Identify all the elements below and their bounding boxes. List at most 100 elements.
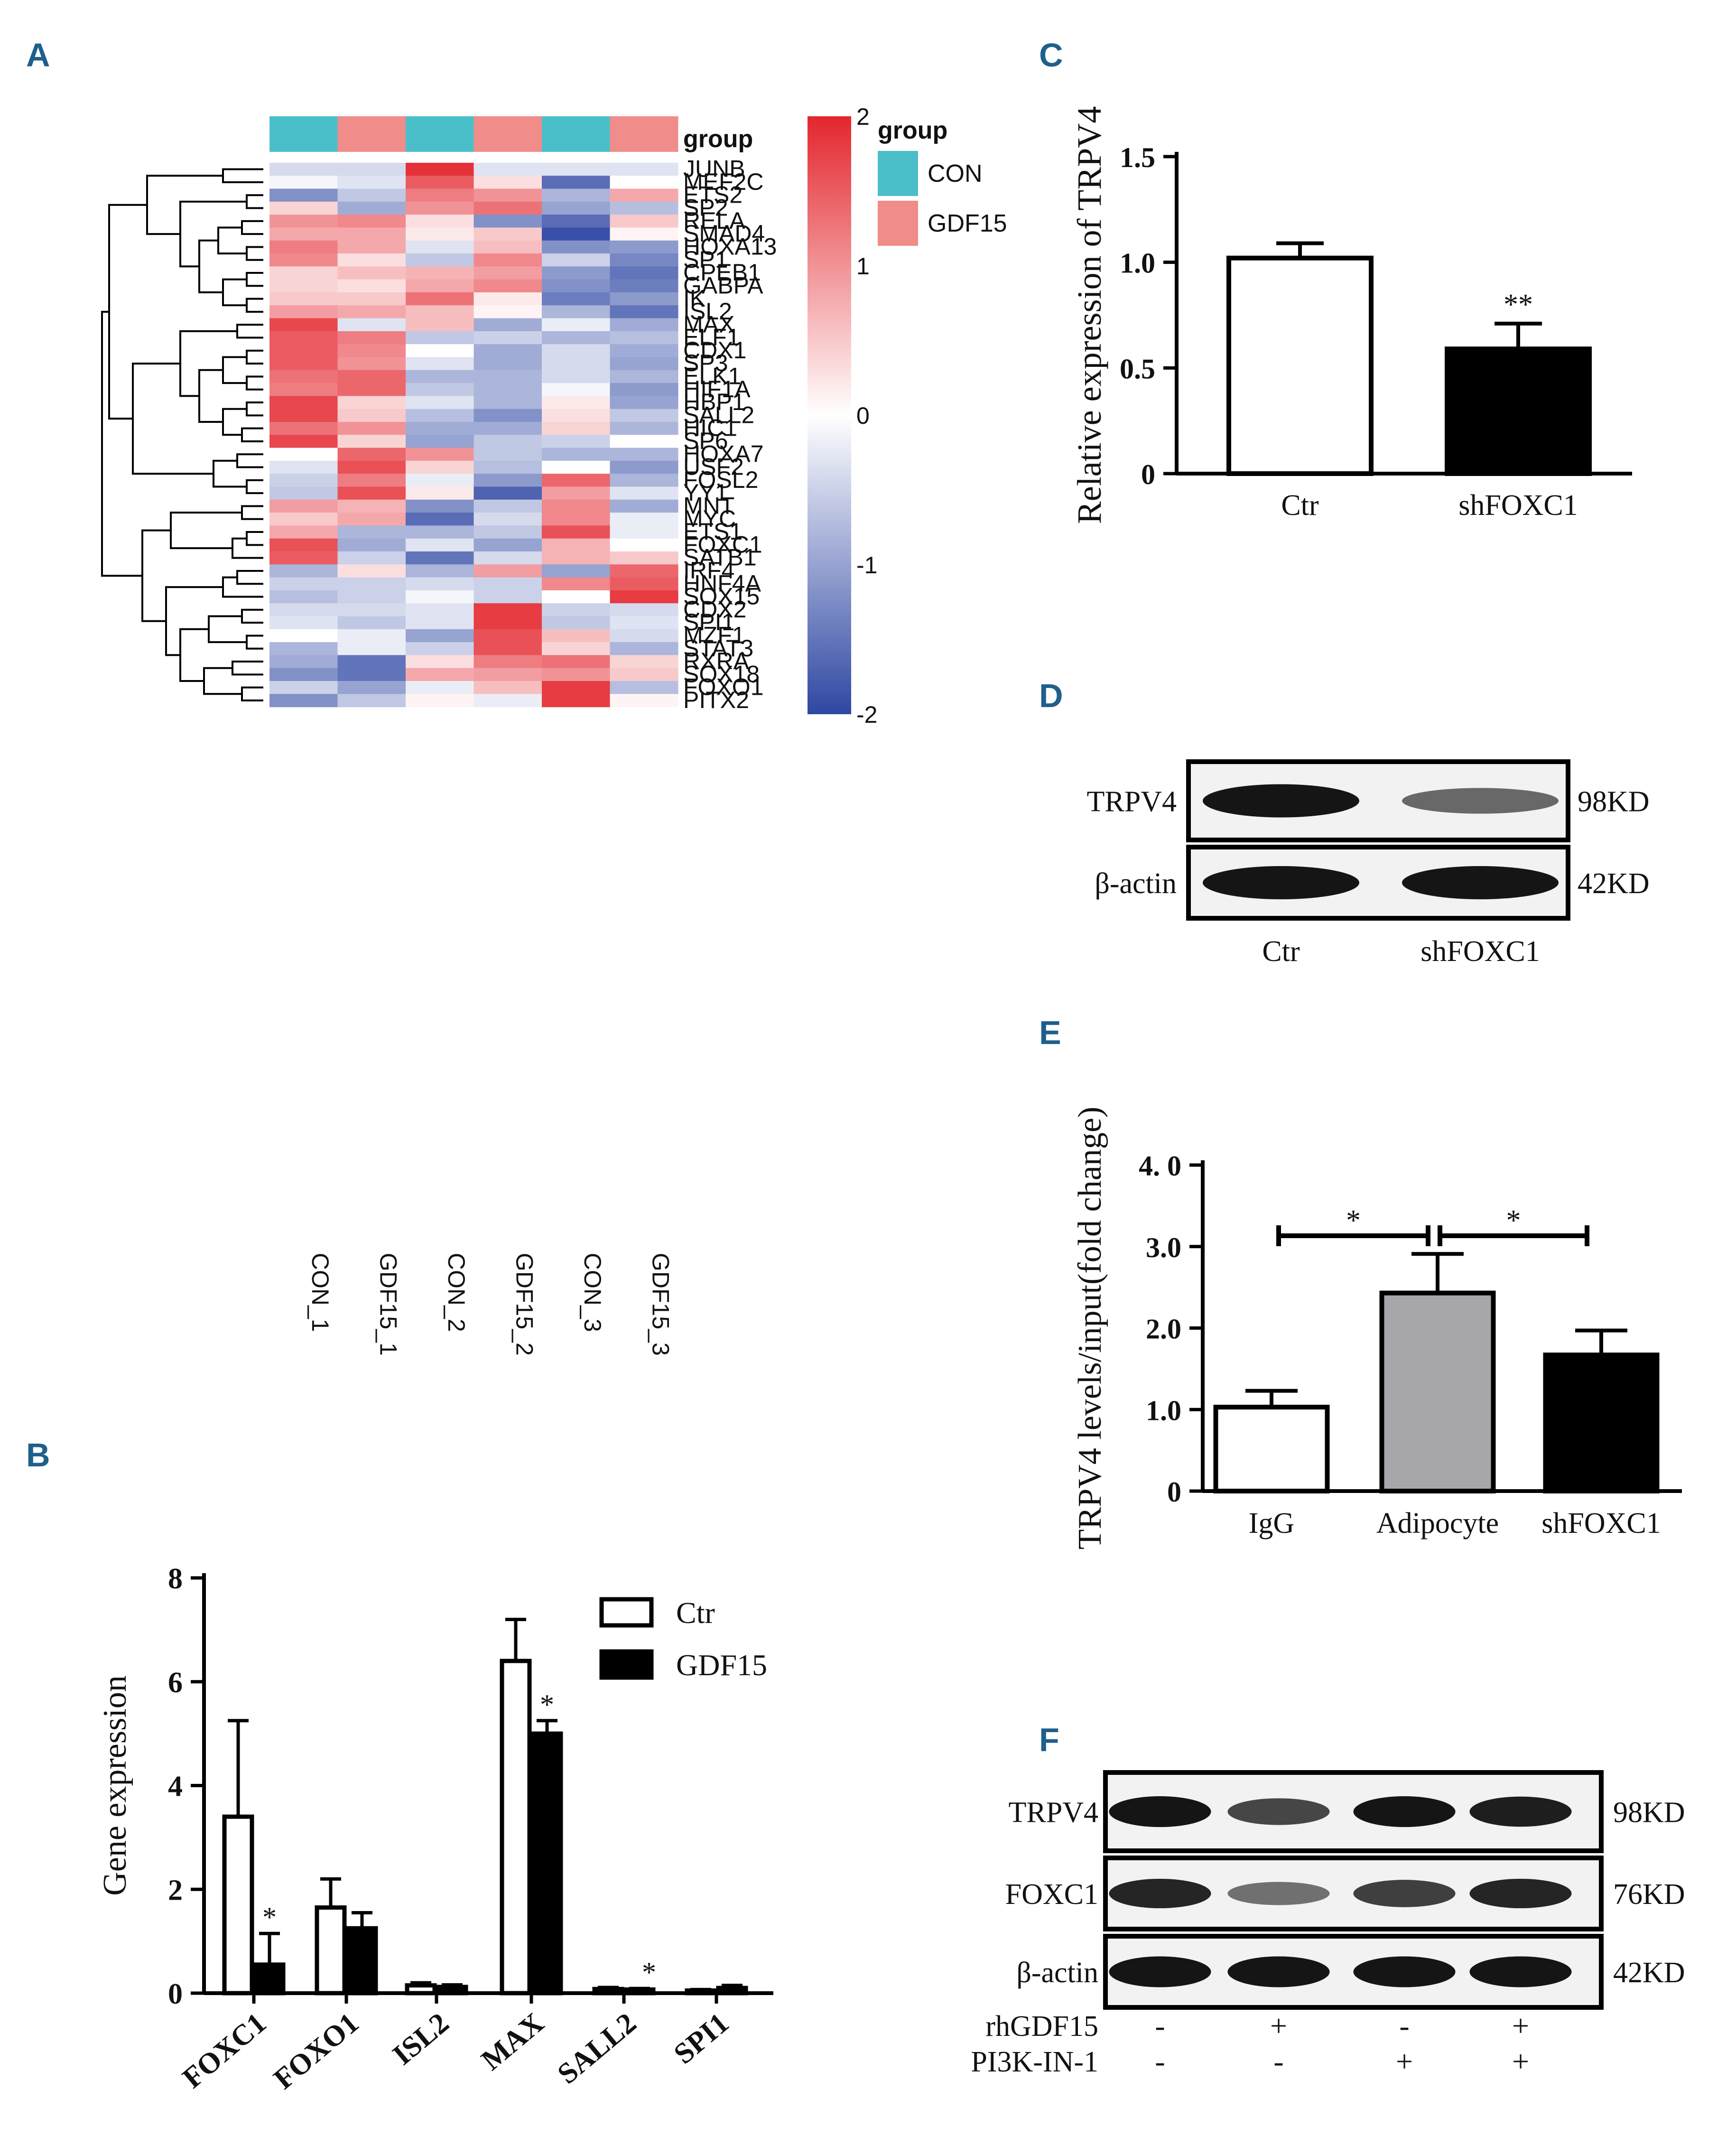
dendrogram-branch [246, 298, 263, 313]
blot-protein-label: TRPV4 [1087, 786, 1177, 818]
heatmap-cell [269, 538, 338, 552]
dendrogram-branch [236, 324, 263, 339]
bar [531, 1731, 563, 1996]
heatmap-group-label: group [683, 125, 753, 153]
sample-label: GDF15_1 [375, 1253, 401, 1356]
heatmap-cell [610, 474, 678, 487]
gene-label: RXRA [683, 648, 750, 674]
y-tick-label: 0 [1141, 459, 1155, 490]
heatmap-cell [269, 318, 338, 332]
gene-label: CDX1 [683, 337, 746, 364]
heatmap-cell [406, 357, 474, 371]
heatmap-cell [269, 240, 338, 254]
condition-mark: + [1270, 2009, 1287, 2043]
heatmap-cell [542, 292, 611, 306]
gene-label: FOXO1 [683, 674, 763, 700]
heatmap-cell [269, 188, 338, 202]
heatmap-cell [406, 474, 474, 487]
heatmap-cell [406, 305, 474, 319]
heatmap-cell [610, 590, 678, 604]
blot-lane-label: Ctr [1262, 935, 1300, 968]
dendrogram-branch [132, 363, 214, 475]
heatmap-cell [542, 486, 611, 500]
heatmap-cell [542, 460, 611, 474]
heatmap-cell [337, 513, 406, 526]
bar [346, 1926, 378, 1996]
heatmap-cell [542, 422, 611, 435]
x-tick-label: FOXC1 [176, 2007, 272, 2095]
heatmap-cell [473, 279, 542, 293]
heatmap-cell [269, 227, 338, 241]
dendrogram-branch [198, 369, 223, 423]
heatmap-cell [473, 564, 542, 578]
y-axis-label: TRPV4 levels/input(fold change) [1072, 1107, 1108, 1549]
heatmap-cell [473, 318, 542, 332]
dendrogram-branch [222, 576, 263, 598]
heatmap-cell [542, 409, 611, 422]
gene-label: HIC1 [683, 415, 737, 441]
gene-label: STAT3 [683, 635, 753, 662]
dendrogram-branch [146, 175, 223, 235]
heatmap-cell [406, 642, 474, 655]
heatmap-cell [269, 616, 338, 630]
heatmap-cell [337, 240, 406, 254]
heatmap-cell [269, 383, 338, 396]
heatmap-cell [269, 448, 338, 461]
heatmap-cell [610, 279, 678, 293]
blot-size-label: 98KD [1578, 786, 1650, 818]
heatmap-cell [269, 513, 338, 526]
heatmap-cell [269, 201, 338, 215]
heatmap-cell [406, 629, 474, 643]
bar [592, 1987, 624, 1996]
heatmap-cell [473, 655, 542, 669]
blot-size-label: 42KD [1613, 1957, 1685, 1989]
heatmap-cell [337, 227, 406, 241]
legend-label: Ctr [676, 1596, 715, 1630]
heatmap-cell [337, 474, 406, 487]
heatmap-cell [610, 344, 678, 358]
heatmap-cell [610, 448, 678, 461]
heatmap-cell [406, 499, 474, 513]
heatmap-cell [542, 279, 611, 293]
heatmap-cell [542, 694, 611, 708]
heatmap-cell [610, 163, 678, 176]
bar [1379, 1290, 1496, 1493]
heatmap-cell [337, 318, 406, 332]
y-tick-label: 2 [168, 1874, 183, 1906]
blot-band [1402, 788, 1559, 814]
blot-band [1227, 1798, 1330, 1825]
heatmap-cell [542, 357, 611, 371]
gene-label: CDX2 [683, 596, 746, 623]
gene-label: MZF1 [683, 622, 745, 648]
bar [222, 1814, 254, 1996]
heatmap-cell [542, 448, 611, 461]
heatmap-cell [610, 370, 678, 383]
heatmap-cell [406, 253, 474, 267]
heatmap-cell [406, 383, 474, 396]
heatmap-cell [473, 215, 542, 228]
heatmap-cell [406, 331, 474, 345]
heatmap-cell [269, 279, 338, 293]
heatmap-cell [337, 642, 406, 655]
significance-mark: ** [1504, 289, 1533, 321]
condition-label: PI3K-IN-1 [971, 2046, 1098, 2078]
heatmap-cell [337, 305, 406, 319]
panel-label-c: C [1039, 37, 1063, 74]
significance-mark: * [540, 1689, 554, 1720]
x-tick-label: SALL2 [551, 2007, 642, 2090]
dendrogram-branch [246, 531, 263, 546]
group-bar-cell [337, 116, 406, 152]
heatmap-cell [337, 655, 406, 669]
panel-label-f: F [1039, 1721, 1059, 1758]
group-bar-cell [610, 116, 678, 152]
heatmap-cell [473, 499, 542, 513]
heatmap-cell [610, 538, 678, 552]
dendrogram-branch [222, 356, 247, 384]
x-tick-label: shFOXC1 [1541, 1507, 1661, 1539]
bar [405, 1983, 437, 1996]
heatmap-cell [473, 448, 542, 461]
condition-mark: - [1273, 2044, 1283, 2078]
y-tick-label: 4 [168, 1771, 183, 1803]
heatmap-group-bar [269, 116, 678, 152]
x-tick-label: FOXO1 [268, 2007, 365, 2096]
